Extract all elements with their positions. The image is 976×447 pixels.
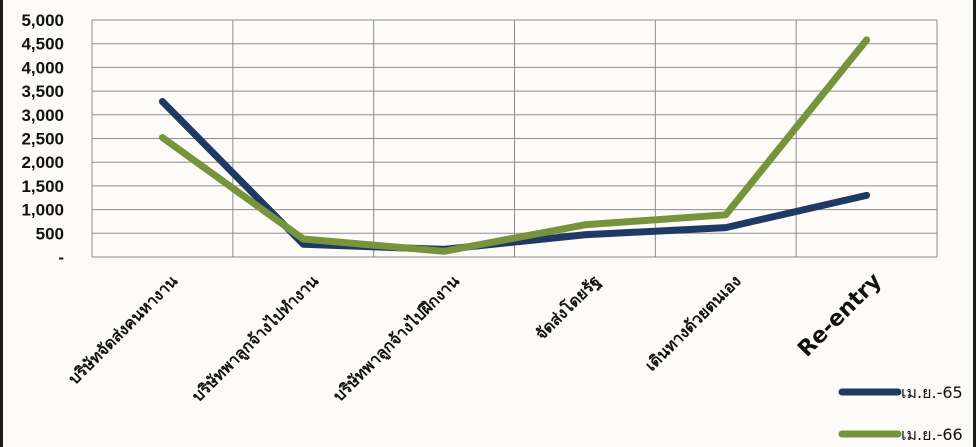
y-tick-label: 500 [36, 224, 64, 243]
series-line [158, 36, 871, 255]
y-axis-ticks: - 500 1,000 1,500 2,000 2,500 3,000 3,500 4,000 4… [21, 11, 64, 267]
series-lines [158, 36, 871, 255]
x-tick-label: จัดส่งโดยรัฐ [531, 271, 605, 345]
y-tick-label: 3,000 [21, 106, 64, 125]
y-tick-label: 1,500 [21, 177, 64, 196]
legend-label: เม.ย.-65 [901, 383, 963, 402]
x-tick-label: Re-entry [793, 269, 887, 363]
legend: เม.ย.-65 เม.ย.-66 [838, 383, 963, 444]
y-tick-label: 4,000 [21, 58, 64, 77]
x-tick-label: บริษัทจัดส่งคนหางาน [65, 271, 182, 388]
y-tick-label: 5,000 [21, 11, 64, 30]
grid-lines [91, 19, 938, 258]
y-tick-label: 2,500 [21, 130, 64, 149]
x-tick-label: บริษัทพาลูกจ้างไปฝึกงาน [329, 271, 464, 406]
x-axis-ticks: บริษัทจัดส่งคนหางาน บริษัทพาลูกจ้างไปทำงา… [65, 269, 887, 407]
y-tick-label: 3,500 [21, 82, 64, 101]
legend-label: เม.ย.-66 [901, 425, 963, 444]
x-tick-label: เดินทางด้วยตนเอง [641, 271, 744, 374]
y-tick-label: 4,500 [21, 35, 64, 54]
x-tick-label: บริษัทพาลูกจ้างไปทำงาน [188, 271, 323, 406]
y-tick-label: 2,000 [21, 153, 64, 172]
y-tick-label: 1,000 [21, 201, 64, 220]
y-tick-label: - [58, 248, 64, 267]
